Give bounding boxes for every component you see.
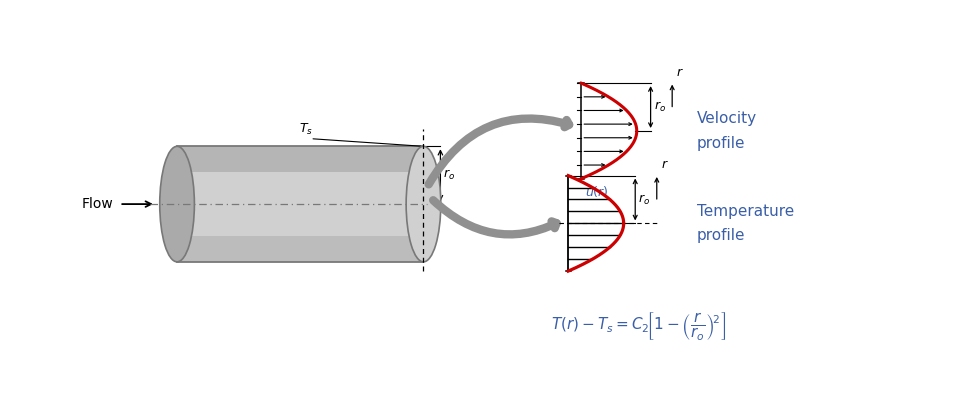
Text: profile: profile xyxy=(696,136,746,151)
Text: $T(r) - T_s = C_2\!\left[1 - \left(\dfrac{r}{r_o}\right)^{\!2}\right]$: $T(r) - T_s = C_2\!\left[1 - \left(\dfra… xyxy=(551,310,725,342)
Ellipse shape xyxy=(159,146,194,262)
Text: Velocity: Velocity xyxy=(696,111,757,126)
Text: Temperature: Temperature xyxy=(696,203,794,219)
Polygon shape xyxy=(177,146,423,172)
Text: $r_o$: $r_o$ xyxy=(443,168,456,182)
FancyArrowPatch shape xyxy=(429,118,569,185)
Text: $r$: $r$ xyxy=(676,66,684,79)
Text: $T_s$: $T_s$ xyxy=(299,122,313,137)
Text: profile: profile xyxy=(696,228,746,243)
Polygon shape xyxy=(177,236,423,262)
Ellipse shape xyxy=(406,146,440,262)
Text: $r_o$: $r_o$ xyxy=(654,100,666,114)
Polygon shape xyxy=(177,146,423,262)
Text: Flow: Flow xyxy=(81,197,113,211)
Text: $r_o$: $r_o$ xyxy=(639,192,650,206)
Text: $r$: $r$ xyxy=(661,158,668,171)
FancyArrowPatch shape xyxy=(433,200,556,234)
Text: $u(r)$: $u(r)$ xyxy=(585,184,609,199)
